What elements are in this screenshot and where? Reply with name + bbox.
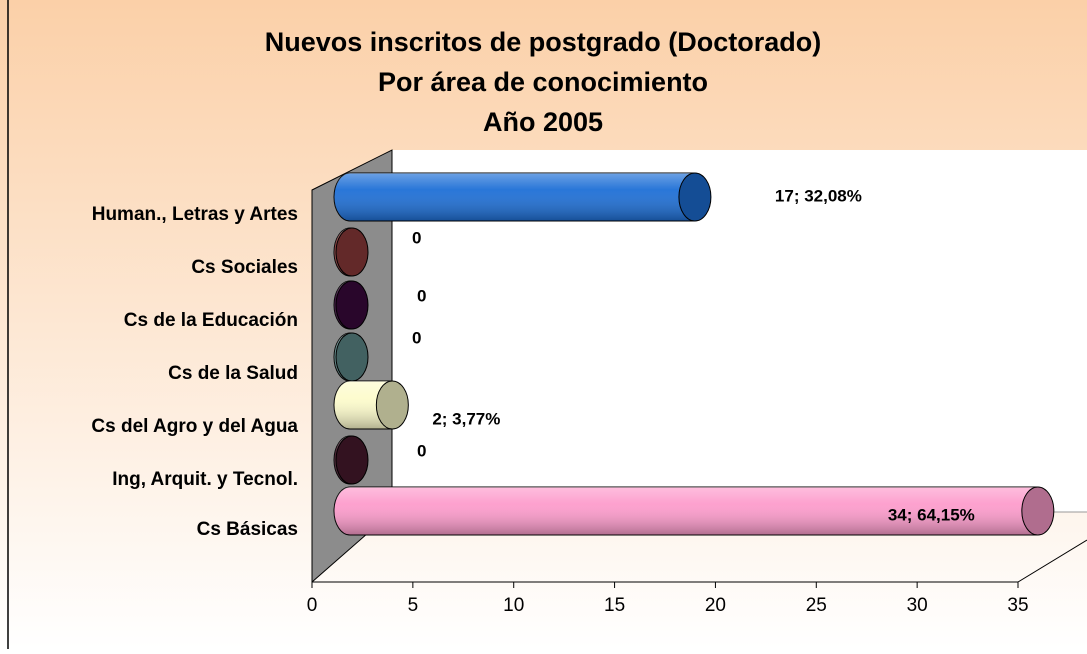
x-tick-label: 25 [806,595,827,616]
value-label: 0 [412,228,421,247]
x-tick-label: 10 [503,595,524,616]
bar [333,172,712,222]
value-label: 17; 32,08% [775,186,862,205]
y-tick-label: Cs de la Educación [124,310,298,331]
x-tick-label: 20 [705,595,726,616]
chart-title: Nuevos inscritos de postgrado (Doctorado… [265,27,822,57]
x-tick-label: 30 [907,595,928,616]
bar [333,435,369,485]
x-tick-label: 5 [408,595,419,616]
y-tick-label: Ing, Arquit. y Tecnol. [112,469,298,490]
value-label: 0 [417,286,426,305]
chart-subtitle: Por área de conocimiento [378,67,708,97]
y-tick-label: Cs del Agro y del Agua [91,416,298,437]
bar [333,332,369,382]
value-label: 2; 3,77% [432,409,500,428]
y-tick-label: Cs Sociales [191,257,298,278]
x-tick-label: 15 [604,595,625,616]
value-label: 0 [412,328,421,347]
x-tick-label: 0 [307,595,318,616]
y-tick-label: Cs Básicas [197,519,298,540]
chart-subtitle: Año 2005 [483,107,603,137]
value-label: 0 [417,441,426,460]
x-tick-label: 35 [1007,595,1028,616]
bar [333,227,369,277]
y-tick-label: Cs de la Salud [168,363,298,384]
back-wall [392,150,1087,512]
y-tick-label: Human., Letras y Artes [92,204,298,225]
bar [333,280,369,330]
bar [333,380,409,430]
bar [333,486,1055,536]
value-label: 34; 64,15% [888,505,975,524]
